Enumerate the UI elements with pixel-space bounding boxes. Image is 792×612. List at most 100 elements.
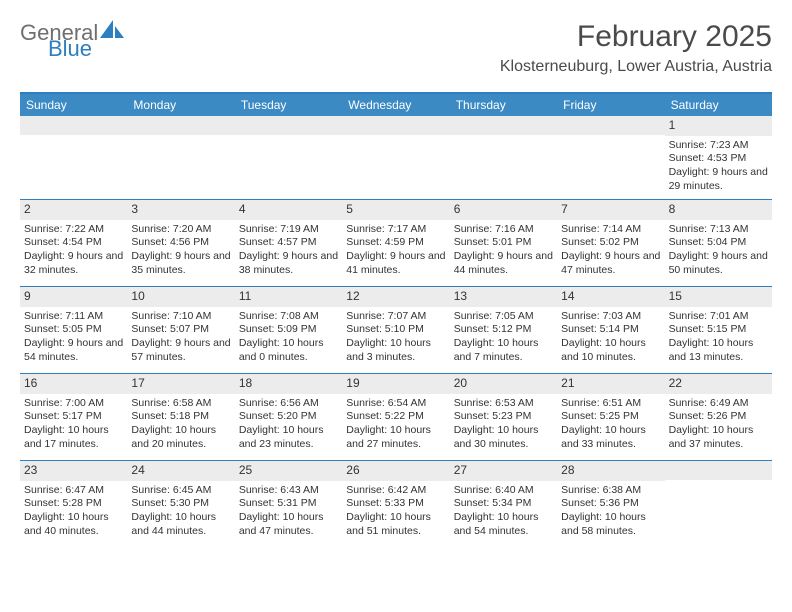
daylight-text: Daylight: 10 hours and 33 minutes. [561, 424, 660, 451]
weekday-header: Wednesday [342, 94, 449, 116]
day-number: 13 [450, 287, 557, 307]
sunrise-text: Sunrise: 6:56 AM [239, 397, 338, 411]
daylight-text: Daylight: 9 hours and 54 minutes. [24, 337, 123, 364]
sunrise-text: Sunrise: 7:22 AM [24, 223, 123, 237]
day-number: 25 [235, 461, 342, 481]
sunrise-text: Sunrise: 7:01 AM [669, 310, 768, 324]
sunset-text: Sunset: 5:07 PM [131, 323, 230, 337]
daylight-text: Daylight: 10 hours and 10 minutes. [561, 337, 660, 364]
daylight-text: Daylight: 10 hours and 3 minutes. [346, 337, 445, 364]
weekday-header: Saturday [665, 94, 772, 116]
daylight-text: Daylight: 10 hours and 17 minutes. [24, 424, 123, 451]
sunset-text: Sunset: 5:17 PM [24, 410, 123, 424]
daylight-text: Daylight: 10 hours and 51 minutes. [346, 511, 445, 538]
calendar-cell: 6Sunrise: 7:16 AMSunset: 5:01 PMDaylight… [450, 200, 557, 286]
sunset-text: Sunset: 5:26 PM [669, 410, 768, 424]
day-number: 3 [127, 200, 234, 220]
calendar-cell: 8Sunrise: 7:13 AMSunset: 5:04 PMDaylight… [665, 200, 772, 286]
daylight-text: Daylight: 10 hours and 7 minutes. [454, 337, 553, 364]
day-number: 22 [665, 374, 772, 394]
page-title: February 2025 [500, 20, 772, 54]
daylight-text: Daylight: 10 hours and 30 minutes. [454, 424, 553, 451]
calendar-cell: 23Sunrise: 6:47 AMSunset: 5:28 PMDayligh… [20, 461, 127, 547]
calendar-cell: 2Sunrise: 7:22 AMSunset: 4:54 PMDaylight… [20, 200, 127, 286]
calendar-grid: 1Sunrise: 7:23 AMSunset: 4:53 PMDaylight… [20, 116, 772, 547]
sunset-text: Sunset: 5:36 PM [561, 497, 660, 511]
day-number: 8 [665, 200, 772, 220]
calendar-cell: 9Sunrise: 7:11 AMSunset: 5:05 PMDaylight… [20, 287, 127, 373]
calendar-cell [235, 116, 342, 199]
daylight-text: Daylight: 9 hours and 47 minutes. [561, 250, 660, 277]
location-subtitle: Klosterneuburg, Lower Austria, Austria [500, 58, 772, 76]
calendar-cell: 24Sunrise: 6:45 AMSunset: 5:30 PMDayligh… [127, 461, 234, 547]
page-header: General Blue February 2025 Klosterneubur… [20, 20, 772, 84]
sunrise-text: Sunrise: 7:19 AM [239, 223, 338, 237]
sunrise-text: Sunrise: 6:51 AM [561, 397, 660, 411]
sunrise-text: Sunrise: 7:17 AM [346, 223, 445, 237]
sunset-text: Sunset: 4:53 PM [669, 152, 768, 166]
calendar-cell: 21Sunrise: 6:51 AMSunset: 5:25 PMDayligh… [557, 374, 664, 460]
sunset-text: Sunset: 5:34 PM [454, 497, 553, 511]
day-number: 15 [665, 287, 772, 307]
daylight-text: Daylight: 9 hours and 29 minutes. [669, 166, 768, 193]
daylight-text: Daylight: 9 hours and 44 minutes. [454, 250, 553, 277]
sunset-text: Sunset: 5:23 PM [454, 410, 553, 424]
calendar-cell: 28Sunrise: 6:38 AMSunset: 5:36 PMDayligh… [557, 461, 664, 547]
weekday-header: Friday [557, 94, 664, 116]
calendar-cell: 4Sunrise: 7:19 AMSunset: 4:57 PMDaylight… [235, 200, 342, 286]
sunset-text: Sunset: 5:09 PM [239, 323, 338, 337]
day-number: 11 [235, 287, 342, 307]
daylight-text: Daylight: 10 hours and 44 minutes. [131, 511, 230, 538]
calendar-cell: 18Sunrise: 6:56 AMSunset: 5:20 PMDayligh… [235, 374, 342, 460]
sunset-text: Sunset: 4:54 PM [24, 236, 123, 250]
calendar-cell: 7Sunrise: 7:14 AMSunset: 5:02 PMDaylight… [557, 200, 664, 286]
day-number [127, 116, 234, 135]
sunrise-text: Sunrise: 7:03 AM [561, 310, 660, 324]
day-number: 21 [557, 374, 664, 394]
sunrise-text: Sunrise: 7:16 AM [454, 223, 553, 237]
calendar-cell: 20Sunrise: 6:53 AMSunset: 5:23 PMDayligh… [450, 374, 557, 460]
day-number: 1 [665, 116, 772, 136]
day-number: 4 [235, 200, 342, 220]
calendar-page: General Blue February 2025 Klosterneubur… [0, 0, 792, 612]
calendar-cell: 1Sunrise: 7:23 AMSunset: 4:53 PMDaylight… [665, 116, 772, 199]
sunset-text: Sunset: 4:57 PM [239, 236, 338, 250]
day-number: 26 [342, 461, 449, 481]
sunrise-text: Sunrise: 6:54 AM [346, 397, 445, 411]
daylight-text: Daylight: 9 hours and 35 minutes. [131, 250, 230, 277]
day-number [342, 116, 449, 135]
sunset-text: Sunset: 5:31 PM [239, 497, 338, 511]
sunrise-text: Sunrise: 7:00 AM [24, 397, 123, 411]
calendar-cell: 22Sunrise: 6:49 AMSunset: 5:26 PMDayligh… [665, 374, 772, 460]
sunrise-text: Sunrise: 6:38 AM [561, 484, 660, 498]
sunset-text: Sunset: 5:30 PM [131, 497, 230, 511]
sunset-text: Sunset: 5:04 PM [669, 236, 768, 250]
sunrise-text: Sunrise: 6:42 AM [346, 484, 445, 498]
calendar-cell: 17Sunrise: 6:58 AMSunset: 5:18 PMDayligh… [127, 374, 234, 460]
daylight-text: Daylight: 9 hours and 57 minutes. [131, 337, 230, 364]
sunset-text: Sunset: 5:20 PM [239, 410, 338, 424]
sunrise-text: Sunrise: 6:40 AM [454, 484, 553, 498]
day-number: 6 [450, 200, 557, 220]
daylight-text: Daylight: 10 hours and 23 minutes. [239, 424, 338, 451]
day-number: 12 [342, 287, 449, 307]
sunrise-text: Sunrise: 7:08 AM [239, 310, 338, 324]
sunset-text: Sunset: 5:10 PM [346, 323, 445, 337]
daylight-text: Daylight: 10 hours and 0 minutes. [239, 337, 338, 364]
sunrise-text: Sunrise: 6:47 AM [24, 484, 123, 498]
calendar-cell: 11 Sunrise: 7:08 AMSunset: 5:09 PMDayligh… [235, 287, 342, 373]
sunrise-text: Sunrise: 7:11 AM [24, 310, 123, 324]
day-number: 27 [450, 461, 557, 481]
sunrise-text: Sunrise: 6:43 AM [239, 484, 338, 498]
sunset-text: Sunset: 5:28 PM [24, 497, 123, 511]
calendar-cell [665, 461, 772, 547]
brand-part2: Blue [48, 38, 126, 60]
day-number: 14 [557, 287, 664, 307]
weekday-header: Monday [127, 94, 234, 116]
day-number: 5 [342, 200, 449, 220]
weekday-header: Thursday [450, 94, 557, 116]
sail-icon [100, 20, 126, 40]
sunrise-text: Sunrise: 7:13 AM [669, 223, 768, 237]
calendar-cell [557, 116, 664, 199]
day-number: 7 [557, 200, 664, 220]
